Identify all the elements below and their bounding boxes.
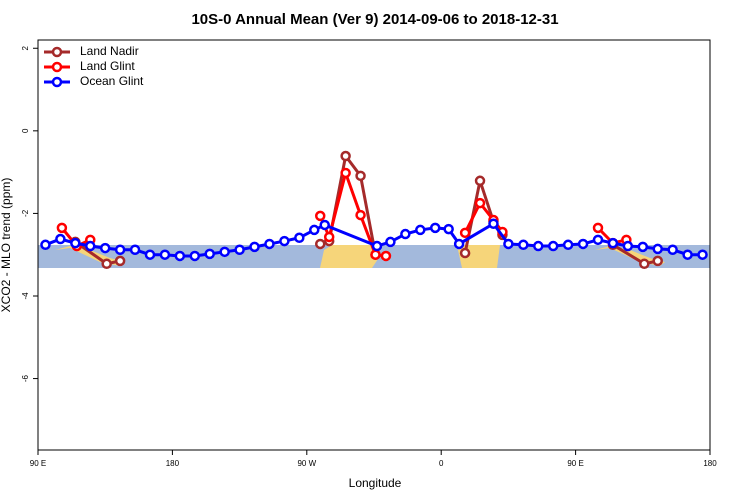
point <box>533 240 544 252</box>
y-tick-label: -2 <box>21 209 30 217</box>
x-tick-label: 90 E <box>567 459 583 468</box>
point <box>70 237 81 249</box>
plot-frame <box>37 39 711 451</box>
point <box>314 210 326 222</box>
point <box>114 244 126 255</box>
point <box>114 255 126 267</box>
point <box>637 241 649 253</box>
point <box>370 249 381 260</box>
point <box>577 238 589 250</box>
legend-label: Land Glint <box>80 59 135 73</box>
y-tick-label: -4 <box>21 292 30 300</box>
chart-title: 10S-0 Annual Mean (Ver 9) 2014-09-06 to … <box>191 11 558 28</box>
point <box>474 175 486 187</box>
point <box>592 234 604 246</box>
y-axis-label: XCO2 - MLO trend (ppm) <box>0 178 13 313</box>
y-tick-label: 2 <box>21 45 30 50</box>
point <box>488 218 499 229</box>
point <box>459 227 471 239</box>
point <box>174 250 186 262</box>
point <box>639 258 650 270</box>
point <box>415 224 426 236</box>
legend-marker <box>51 61 63 73</box>
y-tick-label: -6 <box>21 374 30 382</box>
x-tick-label: 90 E <box>30 459 46 468</box>
x-tick-label: 0 <box>439 459 444 468</box>
point <box>592 222 604 234</box>
point <box>652 243 663 255</box>
point <box>652 255 663 267</box>
point <box>323 231 335 243</box>
point <box>99 242 111 254</box>
point <box>355 170 366 182</box>
point <box>682 249 693 260</box>
point <box>40 239 51 251</box>
point <box>189 250 201 262</box>
point <box>518 239 529 251</box>
point <box>459 247 471 259</box>
point <box>371 240 383 252</box>
point <box>340 150 351 162</box>
point <box>385 236 396 248</box>
point <box>607 237 619 249</box>
point <box>622 240 634 252</box>
point <box>204 248 215 260</box>
point <box>159 249 171 260</box>
point <box>319 219 330 231</box>
point <box>144 249 156 260</box>
x-tick-label: 90 W <box>297 459 316 468</box>
point <box>294 232 305 244</box>
point <box>562 239 574 251</box>
point <box>309 224 320 236</box>
legend-label: Land Nadir <box>80 44 139 58</box>
point <box>443 223 454 235</box>
x-tick-label: 180 <box>166 459 180 468</box>
x-tick-label: 180 <box>703 459 717 468</box>
point <box>101 258 112 270</box>
point <box>355 209 366 221</box>
point <box>85 240 96 252</box>
point <box>380 250 392 262</box>
point <box>340 167 351 179</box>
point <box>249 241 260 253</box>
y-tick-label: 0 <box>21 128 30 133</box>
point <box>667 244 678 255</box>
legend-label: Ocean Glint <box>80 74 144 88</box>
point <box>234 244 245 255</box>
point <box>453 238 465 250</box>
point <box>314 238 326 250</box>
point <box>547 240 559 252</box>
legend-marker <box>51 46 63 58</box>
point <box>429 222 441 234</box>
point <box>697 249 708 260</box>
point <box>129 244 141 255</box>
point <box>55 233 66 245</box>
point <box>474 197 486 209</box>
point <box>219 246 230 258</box>
point <box>264 238 275 250</box>
x-axis-label: Longitude <box>349 476 402 490</box>
point <box>56 222 68 234</box>
point <box>503 238 514 250</box>
point <box>400 228 411 240</box>
point <box>279 235 290 247</box>
legend-marker <box>51 76 63 88</box>
